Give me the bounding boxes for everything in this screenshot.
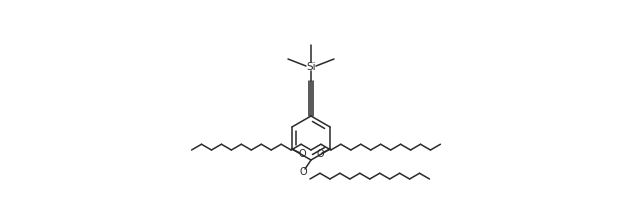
Text: O: O — [299, 167, 307, 177]
Text: Si: Si — [306, 62, 316, 72]
Text: O: O — [298, 149, 306, 159]
Text: O: O — [316, 149, 324, 159]
